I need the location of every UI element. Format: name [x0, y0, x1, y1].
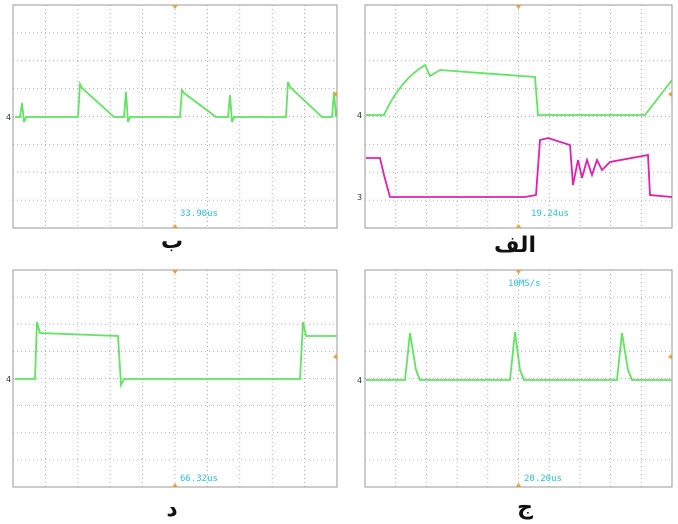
channel-marker: 4 — [6, 375, 11, 384]
panel-label: ب — [161, 229, 183, 254]
panel-label: الف — [494, 233, 536, 258]
scope-panel: 4 66.32us د — [6, 270, 337, 522]
scope-panel: 4 3 19.24us الف — [357, 5, 672, 258]
channel-marker: 3 — [357, 193, 362, 202]
scope-panel: 4 33.90us ب — [6, 5, 337, 254]
sample-rate: 10MS/s — [508, 279, 541, 289]
panel-label: ج — [517, 495, 533, 520]
timebase: 20.20us — [524, 474, 562, 484]
timebase: 66.32us — [180, 474, 218, 484]
panel-label: د — [166, 497, 177, 522]
timebase: 33.90us — [180, 209, 218, 219]
scope-panel: 4 10MS/s 20.20us ج — [357, 270, 672, 520]
channel-marker: 4 — [6, 113, 11, 122]
figure: 4 33.90us ب 4 3 19.24us الف 4 66.32us د … — [0, 0, 678, 524]
channel-marker: 4 — [357, 111, 362, 120]
timebase: 19.24us — [531, 209, 569, 219]
channel-marker: 4 — [357, 376, 362, 385]
